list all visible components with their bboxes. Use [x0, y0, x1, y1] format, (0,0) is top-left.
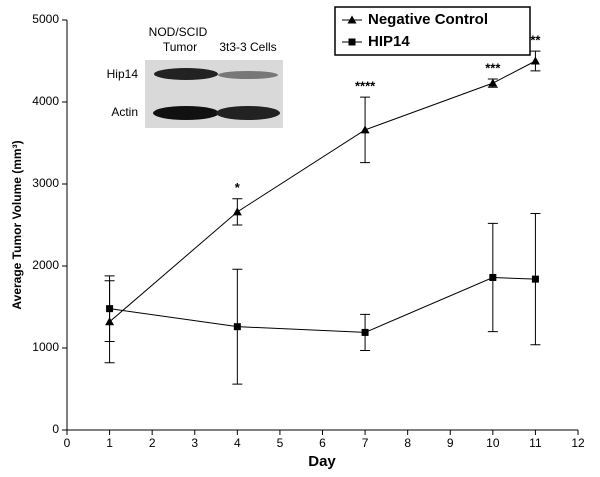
legend-marker [347, 15, 357, 24]
data-point [106, 305, 114, 313]
legend-marker [348, 38, 356, 46]
legend-label: Negative Control [368, 11, 488, 28]
x-tick-label: 0 [64, 436, 71, 450]
x-tick-label: 2 [149, 436, 156, 450]
blot-band [153, 106, 219, 120]
y-axis-label: Average Tumor Volume (mm³) [10, 140, 24, 309]
x-tick-label: 7 [362, 436, 369, 450]
legend-label: HIP14 [368, 33, 410, 50]
data-point [530, 56, 540, 65]
inset: NOD/SCID Tumor 3t3-3 Cells Hip14 Actin [107, 25, 283, 128]
data-point [360, 125, 370, 134]
data-point [488, 78, 498, 87]
x-tick-label: 11 [529, 436, 542, 450]
y-tick-label: 3000 [32, 176, 59, 190]
x-tick-label: 12 [571, 436, 585, 450]
x-tick-label: 10 [486, 436, 500, 450]
data-point [489, 273, 497, 281]
y-tick-label: 5000 [32, 12, 59, 26]
inset-column-label: NOD/SCID [149, 25, 208, 39]
y-tick-label: 1000 [32, 340, 59, 354]
significance-label: *** [485, 60, 501, 75]
inset-row-label: Actin [111, 105, 138, 119]
blot-band [154, 68, 218, 80]
significance-label: **** [355, 79, 376, 94]
x-tick-label: 5 [277, 436, 284, 450]
x-tick-label: 1 [106, 436, 113, 450]
data-point [233, 323, 241, 331]
y-tick-label: 4000 [32, 94, 59, 108]
significance-label: ** [530, 33, 541, 48]
data-point [531, 275, 539, 283]
y-tick-label: 0 [52, 422, 59, 436]
series-line [109, 276, 536, 333]
inset-row-label: Hip14 [107, 67, 139, 81]
legend-box [334, 6, 531, 56]
x-tick-label: 9 [447, 436, 454, 450]
x-tick-label: 3 [191, 436, 198, 450]
y-tick-label: 2000 [32, 258, 59, 272]
blot-band [218, 71, 278, 79]
inset-column-label: Tumor [163, 40, 197, 54]
x-axis-label: Day [308, 453, 336, 470]
blot-band [216, 106, 280, 120]
x-tick-label: 8 [404, 436, 411, 450]
x-tick-label: 4 [234, 436, 241, 450]
x-tick-label: 6 [319, 436, 326, 450]
data-point [232, 207, 242, 216]
significance-label: * [235, 180, 241, 195]
data-point [361, 328, 369, 336]
inset-column-label: 3t3-3 Cells [219, 40, 276, 54]
